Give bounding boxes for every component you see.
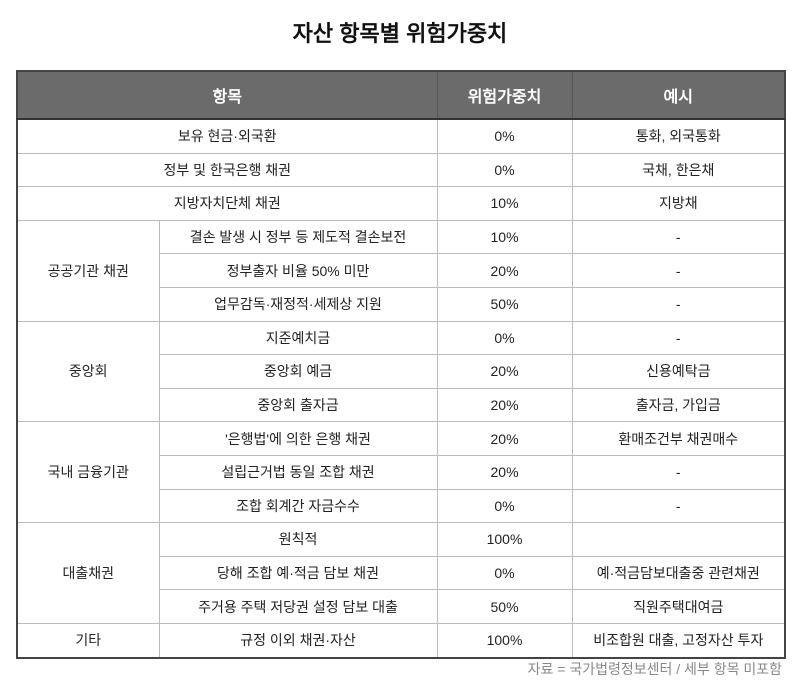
item-cell: 지준예치금 xyxy=(158,320,438,356)
item-cell: 중앙회 예금 xyxy=(158,354,438,389)
source-note: 자료 = 국가법령정보센터 / 세부 항목 미포함 xyxy=(527,661,782,677)
weight-cell: 0% xyxy=(436,555,573,591)
item-cell: 원칙적 xyxy=(158,522,438,557)
example-cell: 지방채 xyxy=(571,186,786,221)
weight-cell: 100% xyxy=(436,622,573,659)
weight-cell: 20% xyxy=(436,421,573,456)
item-cell: 조합 회계간 자금수수 xyxy=(158,488,438,524)
header-row: 항목 위험가중치 예시 xyxy=(16,70,786,120)
risk-weight-table: 항목 위험가중치 예시 보유 현금·외국환 0% 통화, 외국통화 정부 및 한국은행 채… xyxy=(16,70,787,659)
item-cell: 중앙회 출자금 xyxy=(158,387,438,423)
weight-cell: 20% xyxy=(436,253,573,288)
group-cell: 국내 금융기관 xyxy=(16,421,160,524)
group-cell: 공공기관 채권 xyxy=(16,219,160,322)
title: 자산 항목별 위험가중치 xyxy=(292,21,508,46)
group-cell: 기타 xyxy=(16,622,160,659)
header-cell: 위험가중치 xyxy=(436,70,573,120)
example-cell: - xyxy=(571,320,786,356)
weight-cell: 10% xyxy=(436,219,573,255)
table-row: 국내 금융기관 '은행법'에 의한 은행 채권 20% 환매조건부 채권매수 xyxy=(16,421,786,524)
item-cell: 결손 발생 시 정부 등 제도적 결손보전 xyxy=(158,219,438,255)
item-cell: 업무감독·재정적·세제상 지원 xyxy=(158,286,438,322)
table-row: 대출채권 원칙적 100% xyxy=(16,522,786,624)
table-row: 조합 회계간 자금수수 0% - xyxy=(17,488,786,524)
table-row: 공공기관 채권 결손 발생 시 정부 등 제도적 결손보전 10% - xyxy=(16,219,786,322)
table-row: 정부출자 비율 50% 미만 20% - xyxy=(17,253,786,288)
example-cell: 통화, 외국통화 xyxy=(571,118,786,154)
weight-cell: 20% xyxy=(436,454,573,490)
table-row: 보유 현금·외국환 0% 통화, 외국통화 xyxy=(16,118,786,154)
example-cell: 출자금, 가입금 xyxy=(571,387,786,423)
example-cell: - xyxy=(571,488,786,524)
item-cell: 당해 조합 예·적금 담보 채권 xyxy=(158,555,438,591)
item-cell: '은행법'에 의한 은행 채권 xyxy=(158,421,438,456)
weight-cell: 50% xyxy=(436,286,573,322)
table-row: 중앙회 예금 20% 신용예탁금 xyxy=(17,354,786,389)
example-cell: - xyxy=(571,253,786,288)
weight-cell: 10% xyxy=(436,186,573,221)
item-cell: 정부 및 한국은행 채권 xyxy=(16,152,438,188)
weight-cell: 0% xyxy=(436,320,573,356)
example-cell xyxy=(571,522,786,557)
table-row: 중앙회 출자금 20% 출자금, 가입금 xyxy=(17,387,786,423)
group-cell: 중앙회 xyxy=(16,320,160,423)
example-cell: 신용예탁금 xyxy=(571,354,786,389)
example-cell: 국채, 한은채 xyxy=(571,152,786,188)
header-cell: 예시 xyxy=(571,70,786,120)
example-cell: 환매조건부 채권매수 xyxy=(571,421,786,456)
item-cell: 규정 이외 채권·자산 xyxy=(158,622,438,659)
example-cell: - xyxy=(571,219,786,255)
table-row: 기타 규정 이외 채권·자산 100% 비조합원 대출, 고정자산 투자 xyxy=(16,622,786,659)
item-cell: 설립근거법 동일 조합 채권 xyxy=(158,454,438,490)
weight-cell: 50% xyxy=(436,589,573,624)
item-cell: 정부출자 비율 50% 미만 xyxy=(158,253,438,288)
weight-cell: 0% xyxy=(436,488,573,524)
table-row: 당해 조합 예·적금 담보 채권 0% 예·적금담보대출중 관련채권 xyxy=(17,555,786,591)
weight-cell: 0% xyxy=(436,118,573,154)
example-cell: - xyxy=(571,286,786,322)
example-cell: - xyxy=(571,454,786,490)
example-cell: 직원주택대여금 xyxy=(571,589,786,624)
example-cell: 비조합원 대출, 고정자산 투자 xyxy=(571,622,786,659)
item-cell: 지방자치단체 채권 xyxy=(16,186,438,221)
weight-cell: 20% xyxy=(436,354,573,389)
table-body: 보유 현금·외국환 0% 통화, 외국통화 정부 및 한국은행 채권 0% 국채, 한은채… xyxy=(16,118,786,659)
table-row: 주거용 주택 저당권 설정 담보 대출 50% 직원주택대여금 xyxy=(17,589,786,624)
header-cell: 항목 xyxy=(16,70,438,120)
example-cell: 예·적금담보대출중 관련채권 xyxy=(571,555,786,591)
item-cell: 보유 현금·외국환 xyxy=(16,118,438,154)
table-row: 지방자치단체 채권 10% 지방채 xyxy=(16,186,786,221)
item-cell: 주거용 주택 저당권 설정 담보 대출 xyxy=(158,589,438,624)
table-row: 정부 및 한국은행 채권 0% 국채, 한은채 xyxy=(16,152,786,188)
group-cell: 대출채권 xyxy=(16,522,160,624)
weight-cell: 0% xyxy=(436,152,573,188)
weight-cell: 20% xyxy=(436,387,573,423)
table-row: 중앙회 지준예치금 0% - xyxy=(16,320,786,423)
weight-cell: 100% xyxy=(436,522,573,557)
